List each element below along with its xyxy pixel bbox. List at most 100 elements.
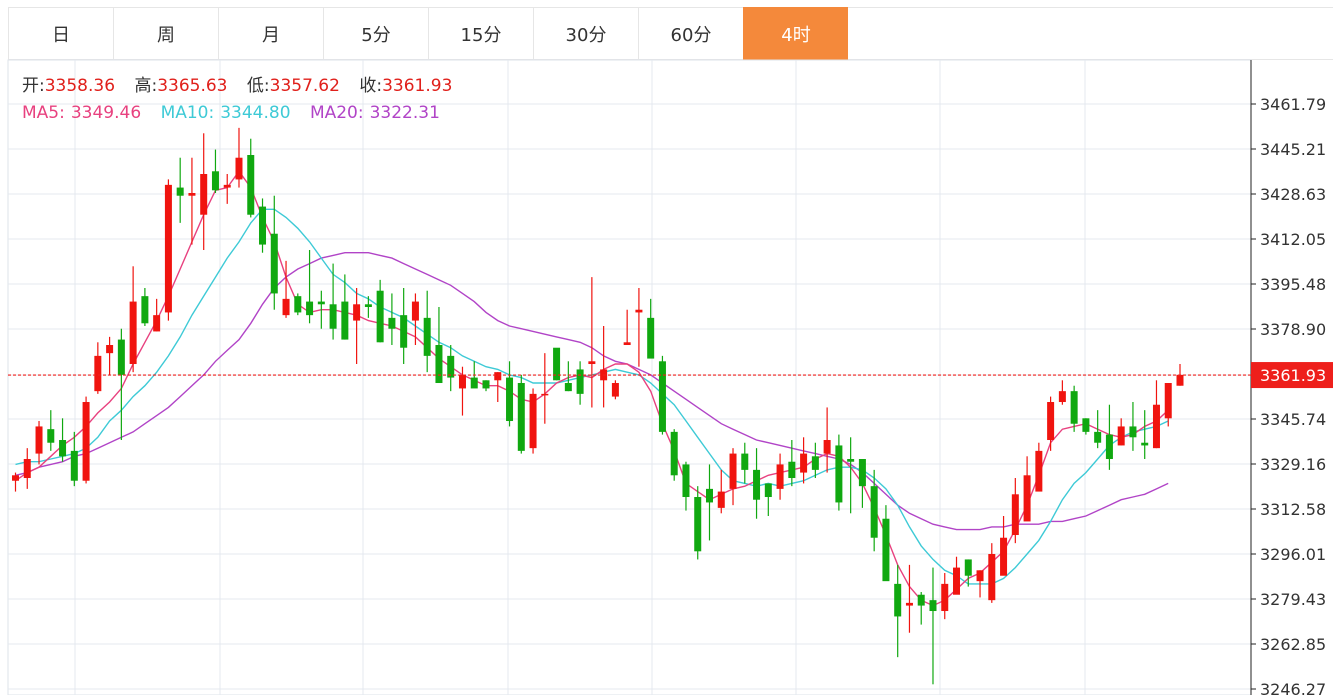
candle-body [811,456,819,470]
candle-body [341,301,349,340]
y-tick-label: 3378.90 [1260,320,1326,339]
candle-body [823,440,831,454]
candle-body [1129,426,1137,438]
candle-body [1082,418,1090,432]
tab-week[interactable]: 周 [113,7,218,60]
candle-body [223,184,231,188]
candle-body [506,377,514,422]
candle-body [858,459,866,487]
candle-body [447,355,455,378]
candle-body [400,315,408,348]
candle-body [247,155,255,215]
candle-body [905,602,913,606]
close-value: 3361.93 [382,76,452,96]
price-axis: 3461.79 3445.21 3428.63 3412.05 3395.48 3378.… [1250,60,1326,695]
tab-5min[interactable]: 5分 [323,7,428,60]
candle-body [35,426,43,454]
candle-body [1164,383,1172,419]
candle-body [458,374,466,389]
candle-body [235,157,243,180]
candle-body [917,594,925,606]
y-tick-label: 3246.27 [1260,680,1326,695]
candle-body [953,567,961,595]
candle-body [259,206,267,245]
candle-body [776,464,784,489]
candle-body [317,301,325,305]
candle-body [411,301,419,321]
candle-body [200,174,208,215]
candle-body [800,453,808,473]
ma5-label: MA5: [22,103,65,123]
candle-body [470,377,478,389]
high-label: 高: [134,76,157,96]
candle-body [1058,391,1066,403]
candle-body [705,488,713,503]
candle-body [129,301,137,365]
candle-body [176,187,184,196]
high-value: 3365.63 [157,76,227,96]
ma5-value: 3349.46 [71,103,141,123]
tab-60min[interactable]: 60分 [638,7,743,60]
candle-body [388,317,396,329]
candle-body [670,431,678,476]
candles-layer [12,127,1184,685]
candle-body [988,554,996,601]
candle-body [294,296,302,313]
candle-body [835,445,843,503]
y-tick-label: 3461.79 [1260,95,1326,114]
current-price-tag [1251,362,1333,389]
candle-body [282,298,290,316]
candle-body [753,469,761,500]
low-label: 低: [247,76,270,96]
candle-body [529,393,537,449]
candle-body [517,383,525,451]
candle-body [1047,402,1055,441]
open-label: 开: [22,76,45,96]
candle-body [870,486,878,538]
candle-body [211,171,219,191]
candle-body [106,345,114,354]
open-value: 3358.36 [45,76,115,96]
ma10-label: MA10: [161,103,215,123]
y-tick-label: 3296.01 [1260,545,1326,564]
candle-body [541,393,549,396]
low-value: 3357.62 [270,76,340,96]
candle-body [623,342,631,346]
candle-body [141,296,149,324]
candle-body [270,233,278,294]
candle-body [717,491,725,508]
candle-body [1117,426,1125,446]
tab-4hour[interactable]: 4时 [743,7,848,60]
y-tick-label: 3329.16 [1260,455,1326,474]
candle-body [564,383,572,392]
y-tick-label: 3412.05 [1260,230,1326,249]
plot-border [7,59,1252,695]
y-tick-label: 3428.63 [1260,185,1326,204]
candle-body [553,347,561,381]
y-tick-label: 3345.74 [1260,410,1326,429]
svg-text:MA5:3349.46 MA10:3344.80: MA5: 3349.46 MA10: 3344.80 MA20: 3322.31 [22,103,440,123]
chart-grid [7,59,1252,695]
candle-body [364,304,372,308]
candle-body [894,583,902,617]
candle-body [1000,537,1008,576]
candle-body [611,383,619,397]
y-tick-label: 3279.43 [1260,590,1326,609]
candle-body [1152,404,1160,449]
tab-30min[interactable]: 30分 [533,7,638,60]
candle-body [70,450,78,481]
y-tick-label: 3445.21 [1260,140,1326,159]
tab-month[interactable]: 月 [218,7,323,60]
candle-body [729,453,737,489]
candle-body [882,518,890,582]
period-tabs: 日 周 月 5分 15分 30分 60分 4时 [8,7,1333,60]
candle-body [1141,442,1149,446]
candle-body [658,361,666,432]
tab-day[interactable]: 日 [8,7,113,60]
candle-body [59,440,67,457]
y-tick-label: 3312.58 [1260,500,1326,519]
candle-body [494,372,502,381]
candle-body [82,402,90,481]
candle-body [929,600,937,612]
